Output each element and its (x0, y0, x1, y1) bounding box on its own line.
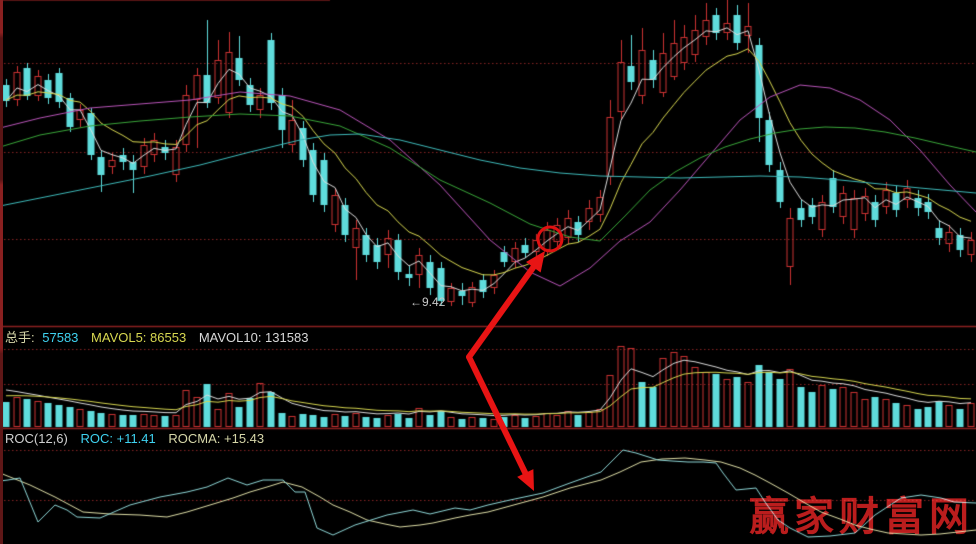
price-low-label: ←9.42 (410, 295, 446, 309)
roc-indicator-name: ROC(12,6) (5, 431, 68, 446)
site-watermark: 赢家财富网 (749, 493, 974, 540)
roc-header: ROC(12,6) ROC: +11.41 ROCMA: +15.43 (5, 431, 273, 446)
volume-header: 总手: 57583 MAVOL5: 86553 MAVOL10: 131583 (5, 327, 317, 346)
roc-value: ROC: +11.41 (80, 431, 156, 446)
volume-label: 总手: (5, 330, 35, 345)
volume-value: 57583 (42, 330, 79, 345)
window-left-border (0, 0, 3, 544)
mavol10-text: MAVOL10: 131583 (198, 330, 309, 345)
rocma-value: ROCMA: +15.43 (168, 431, 265, 446)
mavol5-text: MAVOL5: 86553 (91, 330, 187, 345)
